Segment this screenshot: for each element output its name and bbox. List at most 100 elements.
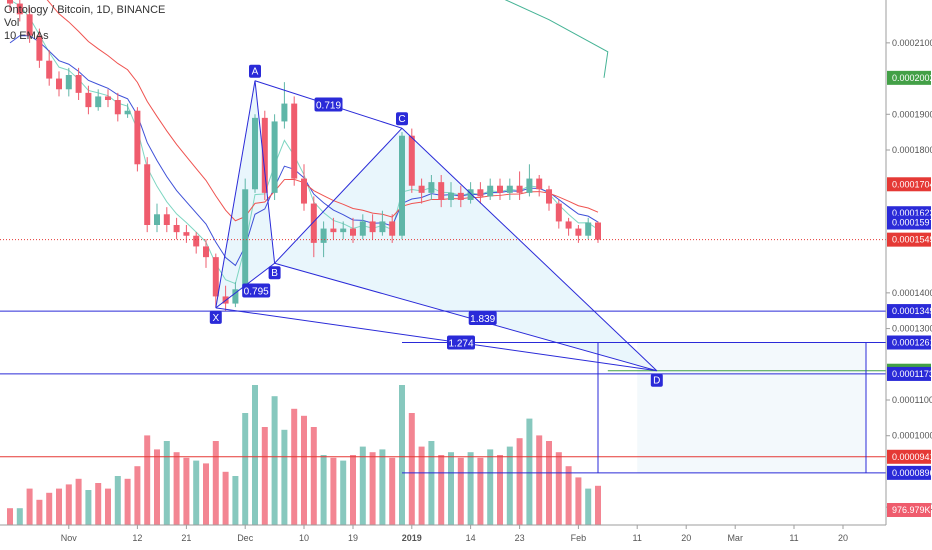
volume-bar — [105, 488, 111, 525]
candle — [418, 178, 425, 204]
price-label-text: 0.0001704 — [892, 179, 932, 189]
price-label-box — [887, 366, 931, 381]
price-tick-label: 0.0001300 — [892, 324, 932, 334]
point-label-x: X — [209, 310, 222, 324]
volume-label: Vol — [4, 17, 20, 29]
time-tick-label: 12 — [132, 533, 142, 543]
candle-body — [467, 189, 474, 200]
candle — [536, 175, 543, 197]
candle — [506, 178, 513, 200]
point-label-text: X — [212, 313, 219, 324]
leg-xd — [215, 307, 657, 372]
time-tick-label: 23 — [515, 533, 525, 543]
candle-body — [350, 228, 356, 236]
point-label-text: D — [653, 376, 660, 387]
leg-bd — [274, 262, 657, 372]
candle-body — [477, 189, 484, 197]
time-tick-label: Mar — [727, 533, 743, 543]
candle — [359, 214, 366, 240]
candle — [291, 96, 298, 186]
candle — [350, 217, 356, 243]
volume-bar — [555, 452, 562, 525]
candle-body — [320, 228, 327, 243]
candle-body — [242, 189, 249, 290]
candle-body — [95, 96, 102, 108]
point-label-text: A — [252, 67, 259, 78]
point-label-text: C — [398, 114, 405, 125]
candle-body — [330, 228, 337, 233]
ema-green-line — [504, 0, 609, 78]
time-tick-label: 11 — [789, 533, 798, 543]
candle — [261, 110, 268, 200]
candle-body — [555, 203, 562, 222]
candle — [65, 67, 72, 97]
price-tick-label: 0.0001000 — [892, 431, 932, 441]
candle-body — [506, 185, 513, 193]
candle — [163, 207, 170, 233]
volume-bar — [428, 441, 435, 525]
candle-body — [457, 192, 464, 200]
candle-body — [261, 117, 268, 193]
volume-bar — [467, 452, 474, 525]
volume-bar — [56, 488, 62, 525]
candle-body — [85, 92, 92, 108]
candle — [271, 114, 278, 200]
time-axis-ticks: Nov 12 21 Dec 10 19 2019 14 23 Feb 11 20 Mar 11 20 — [61, 525, 848, 543]
volume-bar — [281, 429, 288, 525]
candle-body — [7, 0, 13, 4]
volume-bar — [46, 492, 53, 525]
candle-body — [428, 182, 435, 193]
volume-bar — [408, 413, 415, 525]
volume-bar — [252, 385, 258, 525]
volume-bar — [261, 427, 268, 525]
volume-bar — [487, 449, 494, 525]
volume-bar — [536, 435, 543, 525]
volume-bar — [526, 418, 533, 525]
price-tick-label: 0.0001900 — [892, 109, 932, 119]
candle-body — [340, 228, 347, 233]
candle-body — [438, 182, 445, 200]
point-label-c: C — [396, 112, 408, 126]
price-label-text: 0.0002002 — [892, 73, 932, 83]
volume-bar — [36, 499, 43, 525]
time-tick-label: 14 — [466, 533, 476, 543]
price-label-box — [887, 304, 931, 319]
candle — [399, 132, 405, 240]
chart-legend: Ontology / Bitcoin, 1D, BINANCE Vol 10 E… — [4, 4, 165, 43]
candle-body — [36, 35, 43, 61]
volume-bar — [585, 488, 592, 525]
price-label-text: 0.0000941 — [892, 452, 932, 462]
price-tick-label: 0.0001400 — [892, 288, 932, 298]
candle — [477, 182, 484, 204]
symbol-title: Ontology / Bitcoin, 1D, BINANCE — [4, 4, 166, 16]
candle — [46, 50, 53, 86]
volume-bar — [271, 396, 278, 525]
price-tick-label: 0.0001800 — [892, 145, 932, 155]
price-label-box — [887, 465, 931, 480]
candle — [438, 175, 445, 208]
volume-bar — [163, 441, 170, 525]
candle-body — [75, 75, 82, 93]
candle-body — [516, 185, 523, 193]
candle — [457, 185, 464, 208]
candle-body — [408, 135, 415, 186]
time-tick-label: 20 — [681, 533, 691, 543]
candle — [114, 92, 121, 122]
candle — [154, 203, 160, 233]
leg-bc — [274, 127, 403, 264]
candle — [516, 171, 523, 200]
candle-body — [546, 189, 552, 204]
volume-bar — [203, 463, 209, 525]
ratio-label: 0.719 — [314, 97, 343, 112]
candle-body — [310, 203, 317, 243]
volume-bar — [173, 452, 180, 525]
volume-bar — [595, 485, 601, 525]
volume-bar — [320, 455, 327, 525]
point-label-box — [268, 266, 281, 280]
time-tick-label: 19 — [348, 533, 358, 543]
volume-bar — [183, 457, 190, 525]
price-label-box — [887, 215, 931, 230]
volume-bar — [477, 457, 484, 525]
volume-bar — [389, 457, 396, 525]
